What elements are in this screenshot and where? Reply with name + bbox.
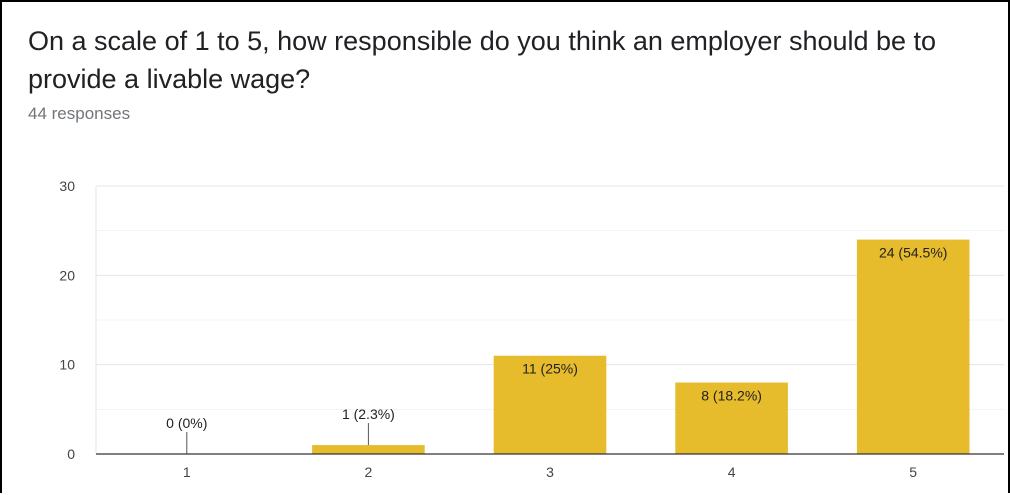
- response-count: 44 responses: [28, 104, 131, 123]
- data-label: 11 (25%): [522, 361, 578, 377]
- x-tick-label: 3: [546, 464, 554, 480]
- data-labels: 0 (0%) 1 (2.3%) 11 (25%) 8 (18.2%) 24 (54.5%…: [166, 245, 947, 431]
- y-axis-ticks: 0 10 20 30: [59, 178, 75, 462]
- data-label: 0 (0%): [166, 415, 207, 431]
- bars: [312, 239, 970, 454]
- y-tick-label: 30: [59, 178, 75, 194]
- bar: [675, 382, 788, 454]
- bar: [493, 355, 607, 454]
- data-label: 8 (18.2%): [701, 388, 762, 404]
- y-tick-label: 20: [59, 267, 75, 283]
- bar: [312, 445, 425, 454]
- x-tick-label: 5: [909, 464, 917, 480]
- y-tick-label: 0: [67, 446, 75, 462]
- data-label: 1 (2.3%): [342, 406, 395, 422]
- x-tick-label: 4: [728, 464, 736, 480]
- y-tick-label: 10: [59, 357, 75, 373]
- label-leaders: [186, 423, 369, 454]
- x-tick-label: 2: [365, 464, 373, 480]
- x-tick-label: 1: [183, 464, 191, 480]
- data-label: 24 (54.5%): [879, 245, 947, 261]
- bar: [856, 239, 970, 454]
- question-title: On a scale of 1 to 5, how responsible do…: [28, 26, 937, 94]
- x-axis-ticks: 1 2 3 4 5: [96, 453, 1004, 480]
